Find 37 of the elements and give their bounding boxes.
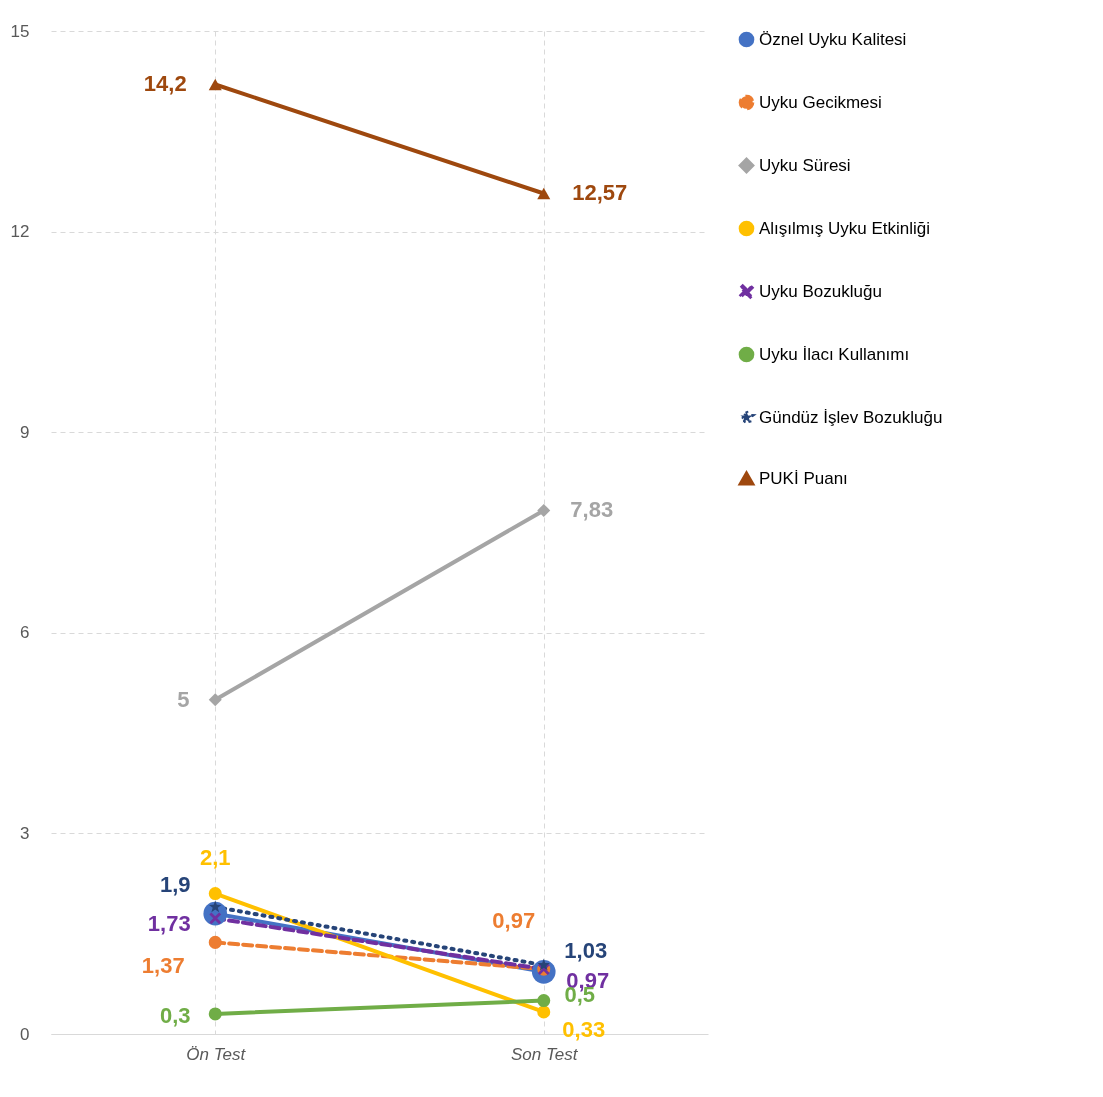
data-label: 0,3 — [159, 1002, 191, 1028]
data-label: 1,73 — [147, 911, 191, 937]
legend-label: Gündüz İşlev Bozukluğu — [759, 407, 943, 427]
point — [537, 1005, 551, 1019]
point — [209, 900, 222, 913]
point — [537, 994, 551, 1008]
x-tick-label: Son Test — [511, 1044, 579, 1064]
data-label: 1,03 — [564, 938, 608, 964]
data-label: 2,1 — [199, 844, 231, 870]
legend-label: Alışılmış Uyku Etkinliği — [759, 218, 930, 238]
data-label: 14,2 — [143, 71, 187, 97]
data-label: 1,37 — [141, 953, 185, 979]
y-tick-label: 15 — [10, 21, 30, 41]
y-tick-label: 6 — [20, 623, 30, 643]
point — [208, 887, 222, 901]
data-label: 0,97 — [492, 908, 536, 934]
legend-label: Uyku İlacı Kullanımı — [759, 344, 910, 364]
y-tick-label: 9 — [20, 422, 30, 442]
legend-label: Uyku Bozukluğu — [759, 281, 882, 301]
data-label: 7,83 — [570, 497, 614, 523]
point — [208, 935, 222, 949]
legend-label: Uyku Gecikmesi — [759, 92, 882, 112]
data-label: 0,33 — [562, 1016, 606, 1042]
data-label: 5 — [177, 686, 190, 712]
point — [208, 693, 222, 707]
y-tick-label: 0 — [20, 1024, 30, 1044]
point — [537, 503, 551, 517]
point — [537, 958, 550, 971]
point — [208, 1007, 222, 1021]
x-tick-label: Ön Test — [186, 1044, 247, 1064]
legend-label: PUKİ Puanı — [759, 468, 848, 488]
data-label: 12,57 — [572, 180, 628, 206]
legend-label: Uyku Süresi — [759, 155, 851, 175]
legend-label: Öznel Uyku Kalitesi — [759, 29, 907, 49]
y-tick-label: 12 — [10, 222, 30, 242]
data-label: 1,9 — [159, 871, 191, 897]
y-tick-label: 3 — [20, 823, 30, 843]
